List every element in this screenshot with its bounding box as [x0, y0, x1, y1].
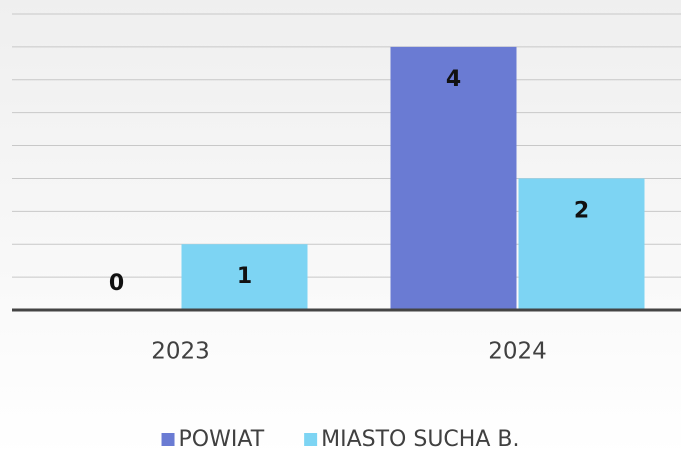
- legend-swatch: [304, 433, 318, 446]
- legend-swatch: [161, 433, 175, 446]
- bar: [181, 244, 308, 310]
- bar: [518, 178, 645, 310]
- legend: POWIAT MIASTO SUCHA B.: [161, 427, 519, 452]
- value-label: 2: [574, 198, 589, 223]
- value-label: 1: [237, 264, 252, 289]
- bar: [390, 46, 517, 311]
- legend-label: MIASTO SUCHA B.: [321, 427, 519, 452]
- value-label: 0: [109, 271, 124, 296]
- x-tick-label: 2023: [151, 339, 210, 365]
- x-tick-label: 2024: [488, 339, 547, 365]
- legend-label: POWIAT: [179, 427, 265, 452]
- value-label: 4: [446, 67, 461, 92]
